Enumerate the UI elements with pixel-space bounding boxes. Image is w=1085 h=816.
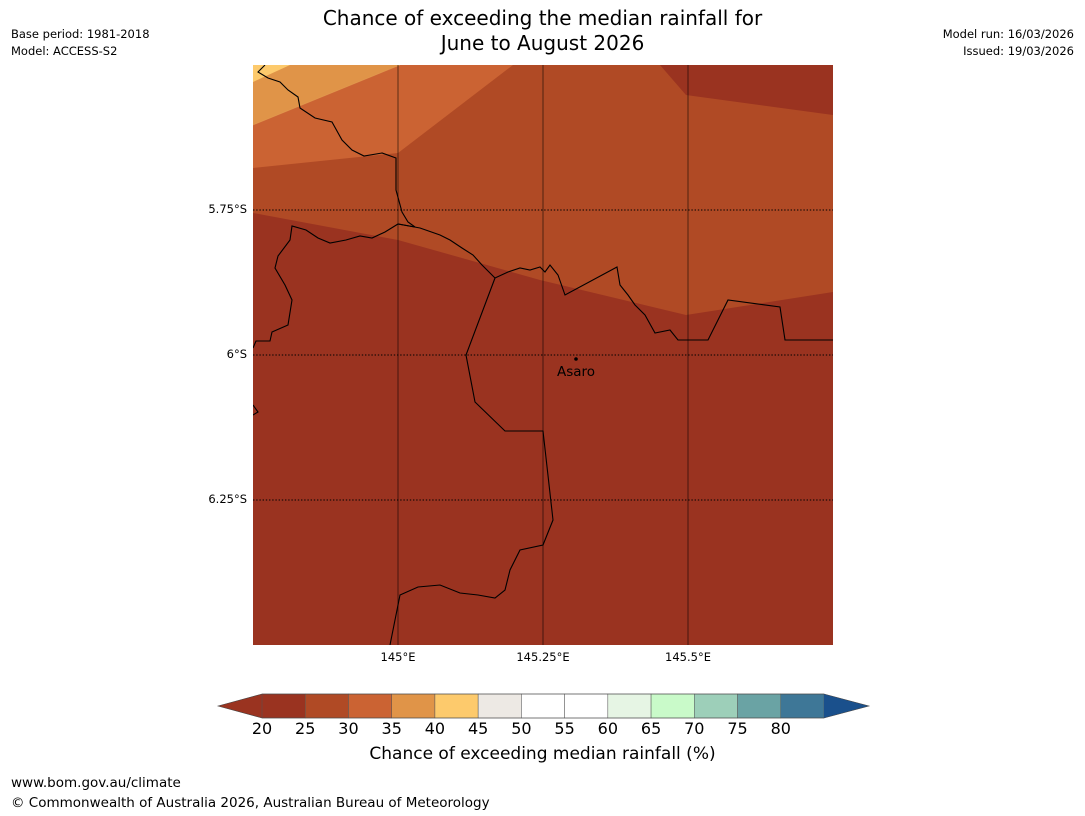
colorbar-over-arrow bbox=[824, 694, 869, 718]
colorbar-bin-50 bbox=[521, 693, 565, 719]
colorbar-bin-80 bbox=[780, 693, 825, 719]
colorbar-bin-40 bbox=[434, 693, 479, 719]
colorbar-bin-45 bbox=[477, 693, 522, 719]
colorbar bbox=[216, 693, 871, 719]
colorbar-bin-55 bbox=[564, 693, 609, 719]
colorbar-tick-35: 35 bbox=[381, 719, 402, 738]
lat-label-6: 6°S bbox=[226, 347, 247, 361]
region-40-45 bbox=[253, 65, 290, 82]
colorbar-tick-25: 25 bbox=[295, 719, 316, 738]
title-line-1: Chance of exceeding the median rainfall … bbox=[322, 6, 763, 30]
colorbar-under-arrow bbox=[218, 694, 262, 718]
colorbar-bin-25 bbox=[304, 693, 349, 719]
colorbar-bin-20 bbox=[261, 693, 306, 719]
colorbar-tick-60: 60 bbox=[597, 719, 619, 738]
model-run: Model run: 16/03/2026 bbox=[942, 27, 1074, 41]
colorbar-tick-55: 55 bbox=[554, 719, 575, 738]
lat-label-6-25: 6.25°S bbox=[208, 492, 247, 506]
graticule bbox=[253, 65, 833, 645]
meta-right: Model run: 16/03/2026 Issued: 19/03/2026 bbox=[943, 26, 1074, 60]
colorbar-bin-30 bbox=[348, 693, 392, 719]
colorbar-tick-30: 30 bbox=[338, 719, 359, 738]
colorbar-bin-70 bbox=[694, 693, 738, 719]
lon-label-145: 145°E bbox=[380, 650, 416, 664]
chart-title: Chance of exceeding the median rainfall … bbox=[0, 6, 1085, 56]
lat-label-5-75: 5.75°S bbox=[208, 202, 247, 216]
colorbar-outline bbox=[216, 693, 871, 719]
colorbar-tick-75: 75 bbox=[727, 719, 748, 738]
colorbar-bin-60 bbox=[607, 693, 652, 719]
lon-label-145-25: 145.25°E bbox=[516, 650, 570, 664]
model-name: Model: ACCESS-S2 bbox=[11, 44, 118, 58]
colorbar-label: Chance of exceeding median rainfall (%) bbox=[369, 744, 716, 764]
meta-left: Base period: 1981-2018 Model: ACCESS-S2 bbox=[11, 26, 150, 60]
colorbar-tick-40: 40 bbox=[424, 719, 446, 738]
colorbar-tick-65: 65 bbox=[640, 719, 662, 738]
colorbar-tick-50: 50 bbox=[511, 719, 532, 738]
colorbar-bins bbox=[261, 693, 825, 719]
town-marker bbox=[574, 357, 578, 361]
colorbar-tick-70: 70 bbox=[684, 719, 705, 738]
colorbar-tick-80: 80 bbox=[770, 719, 791, 738]
colorbar-bin-35 bbox=[391, 693, 436, 719]
colorbar-tick-20: 20 bbox=[251, 719, 273, 738]
lon-label-145-5: 145.5°E bbox=[665, 650, 711, 664]
place-label-asaro: Asaro bbox=[556, 364, 596, 380]
footer-copyright: © Commonwealth of Australia 2026, Austra… bbox=[11, 795, 490, 811]
issued-date: Issued: 19/03/2026 bbox=[963, 44, 1074, 58]
colorbar-tick-45: 45 bbox=[467, 719, 489, 738]
title-line-2: June to August 2026 bbox=[440, 31, 645, 55]
colorbar-bin-65 bbox=[650, 693, 695, 719]
footer-url: www.bom.gov.au/climate bbox=[11, 775, 181, 791]
colorbar-bin-75 bbox=[737, 693, 782, 719]
base-period: Base period: 1981-2018 bbox=[11, 27, 150, 41]
